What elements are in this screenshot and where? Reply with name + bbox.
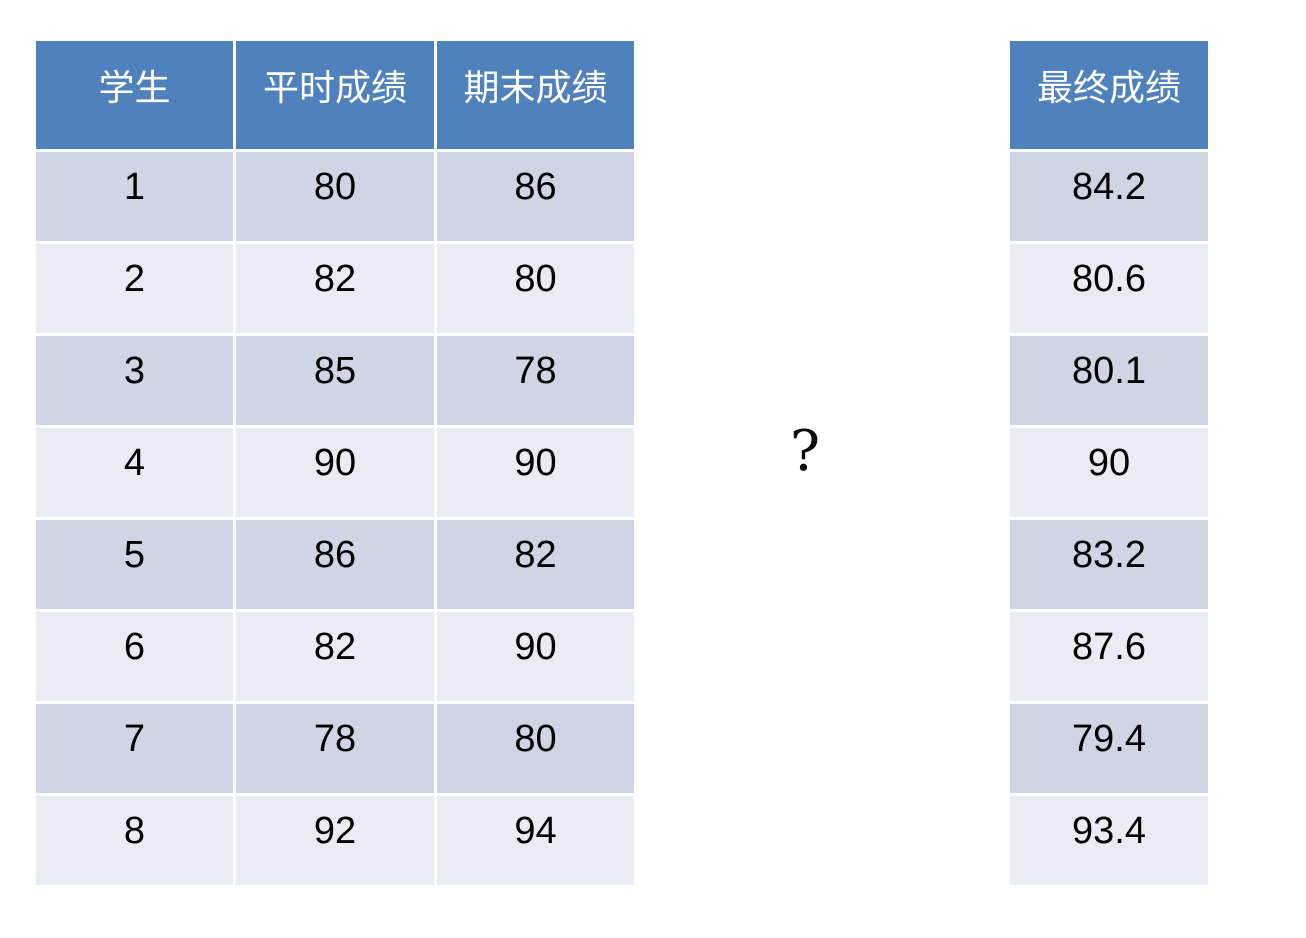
regular-score-cell: 80	[236, 152, 434, 241]
student-cell: 6	[36, 612, 233, 701]
regular-score-cell: 92	[236, 796, 434, 885]
header-regular-score: 平时成绩	[236, 41, 434, 149]
student-cell: 3	[36, 336, 233, 425]
header-final-exam-score: 期末成绩	[437, 41, 634, 149]
student-cell: 2	[36, 244, 233, 333]
final-grade-table: 最终成绩 84.2 80.6 80.1 90 83.2 87.6 79.4 93…	[1010, 41, 1208, 885]
final-exam-cell: 82	[437, 520, 634, 609]
student-cell: 1	[36, 152, 233, 241]
student-cell: 8	[36, 796, 233, 885]
final-exam-cell: 90	[437, 428, 634, 517]
final-exam-cell: 86	[437, 152, 634, 241]
final-exam-cell: 80	[437, 244, 634, 333]
student-cell: 7	[36, 704, 233, 793]
question-mark: ?	[789, 419, 821, 484]
final-grade-cell: 84.2	[1010, 152, 1208, 241]
final-grade-cell: 87.6	[1010, 612, 1208, 701]
final-exam-cell: 80	[437, 704, 634, 793]
student-cell: 5	[36, 520, 233, 609]
regular-score-cell: 86	[236, 520, 434, 609]
final-grade-cell: 79.4	[1010, 704, 1208, 793]
header-student: 学生	[36, 41, 233, 149]
regular-score-cell: 85	[236, 336, 434, 425]
final-grade-cell: 93.4	[1010, 796, 1208, 885]
scores-table: 学生 平时成绩 期末成绩 1 80 86 2 82 80 3 85 78 4 9…	[36, 41, 634, 885]
final-grade-cell: 83.2	[1010, 520, 1208, 609]
final-exam-cell: 94	[437, 796, 634, 885]
regular-score-cell: 82	[236, 244, 434, 333]
final-grade-cell: 90	[1010, 428, 1208, 517]
student-cell: 4	[36, 428, 233, 517]
final-grade-cell: 80.1	[1010, 336, 1208, 425]
final-grade-cell: 80.6	[1010, 244, 1208, 333]
final-exam-cell: 78	[437, 336, 634, 425]
header-final-grade: 最终成绩	[1010, 41, 1208, 149]
final-exam-cell: 90	[437, 612, 634, 701]
regular-score-cell: 78	[236, 704, 434, 793]
regular-score-cell: 82	[236, 612, 434, 701]
regular-score-cell: 90	[236, 428, 434, 517]
